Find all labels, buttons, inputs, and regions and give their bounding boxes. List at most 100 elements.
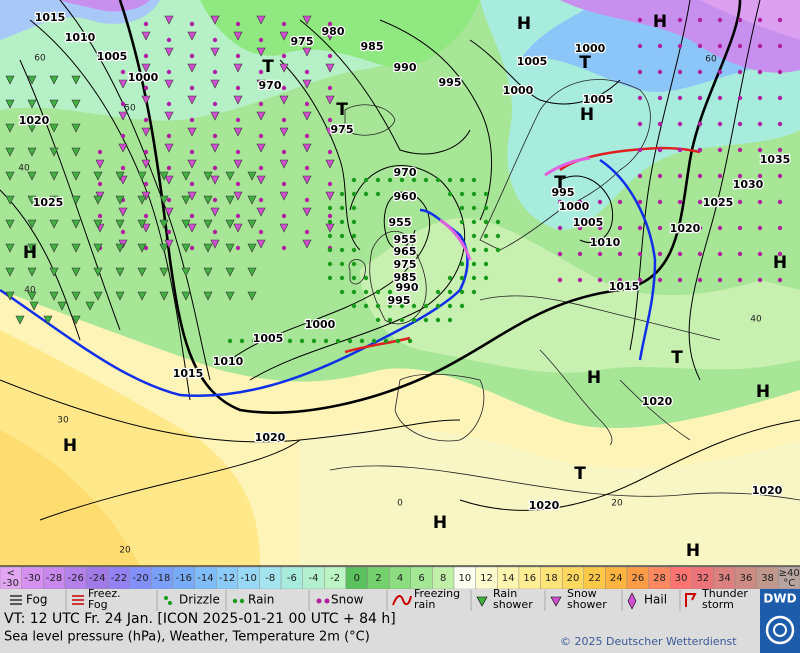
rain-symbol xyxy=(471,191,477,197)
isobar xyxy=(688,0,761,381)
footer-background xyxy=(0,612,760,653)
snow-symbol xyxy=(189,85,195,91)
snow-symbol xyxy=(677,251,683,257)
snow-symbol xyxy=(737,43,743,49)
isobar-label: 1005 xyxy=(253,332,284,345)
snow-symbol xyxy=(717,225,723,231)
shower-symbol xyxy=(187,95,197,105)
snow-symbol xyxy=(757,147,763,153)
snow-symbol xyxy=(657,251,663,257)
color-label: -2 xyxy=(330,573,340,584)
rain-symbol xyxy=(351,275,357,281)
shower-symbol xyxy=(256,111,266,121)
snow-symbol xyxy=(166,37,172,43)
rain-symbol xyxy=(483,233,489,239)
shower-symbol xyxy=(279,159,289,169)
isobar-label: 1010 xyxy=(213,355,244,368)
shower-symbol xyxy=(27,147,37,157)
snow-symbol xyxy=(777,277,783,283)
rain-symbol xyxy=(227,338,233,344)
rain-symbol xyxy=(351,205,357,211)
rain-symbol xyxy=(387,177,393,183)
snow-symbol xyxy=(737,173,743,179)
color-label: 22 xyxy=(588,573,601,584)
shower-symbol xyxy=(27,171,37,181)
isobar-label: 1020 xyxy=(752,484,783,497)
snow-symbol xyxy=(166,165,172,171)
rain-symbol xyxy=(395,338,401,344)
snow-symbol xyxy=(637,199,643,205)
rain-symbol xyxy=(483,261,489,267)
isobar-label: 1025 xyxy=(703,196,734,209)
isobar-label: 1005 xyxy=(97,50,128,63)
shower-symbol xyxy=(210,111,220,121)
shower-symbol xyxy=(302,239,312,249)
dwd-logo-mark xyxy=(773,623,787,637)
snow-symbol xyxy=(281,213,287,219)
shower-symbol xyxy=(203,171,213,181)
color-label: 18 xyxy=(545,573,558,584)
snow-symbol xyxy=(777,199,783,205)
color-label: 24 xyxy=(610,573,623,584)
snow-symbol xyxy=(166,197,172,203)
snow-symbol xyxy=(189,245,195,251)
shower-symbol xyxy=(164,175,174,185)
shower-symbol xyxy=(247,171,257,181)
rain-symbol xyxy=(471,177,477,183)
rain-symbol xyxy=(459,303,465,309)
snow-symbol xyxy=(304,197,310,203)
snow-symbol xyxy=(281,181,287,187)
snow-symbol xyxy=(557,277,563,283)
snow-symbol xyxy=(577,225,583,231)
rain-symbol xyxy=(327,275,333,281)
rain-symbol xyxy=(359,338,365,344)
snow-symbol xyxy=(327,53,333,59)
snow-symbol xyxy=(697,121,703,127)
shower-symbol xyxy=(302,175,312,185)
legend-icon xyxy=(239,598,245,604)
rain-symbol xyxy=(387,303,393,309)
isobar xyxy=(0,379,461,443)
snow-symbol xyxy=(212,229,218,235)
rain-symbol xyxy=(339,191,345,197)
shower-symbol xyxy=(118,111,128,121)
legend-icon xyxy=(392,595,412,606)
pressure-center: T xyxy=(336,100,348,120)
snow-symbol xyxy=(235,245,241,251)
shower-symbol xyxy=(247,195,257,205)
shower-symbol xyxy=(115,171,125,181)
shower-symbol xyxy=(5,219,15,229)
isobar-label: 995 xyxy=(388,294,411,307)
isobar-label: 990 xyxy=(396,281,419,294)
map: 1015101010051000975980985990995100010051… xyxy=(0,0,800,566)
isobar-label: 975 xyxy=(291,35,314,48)
snow-symbol xyxy=(737,225,743,231)
snow-symbol xyxy=(166,229,172,235)
shower-symbol xyxy=(71,123,81,133)
snow-symbol xyxy=(677,173,683,179)
shower-symbol xyxy=(27,219,37,229)
snow-symbol xyxy=(235,149,241,155)
temperature-label: 0 xyxy=(397,499,403,509)
shower-symbol xyxy=(159,195,169,205)
snow-symbol xyxy=(258,165,264,171)
shower-symbol xyxy=(141,31,151,41)
shower-symbol xyxy=(256,239,266,249)
shower-symbol xyxy=(187,31,197,41)
isobar-label: 1015 xyxy=(609,280,640,293)
color-label: -14 xyxy=(197,573,213,584)
shower-symbol xyxy=(247,219,257,229)
shower-symbol xyxy=(159,219,169,229)
shower-symbol xyxy=(159,267,169,277)
shower-symbol xyxy=(233,95,243,105)
rain-symbol xyxy=(339,205,345,211)
snow-symbol xyxy=(717,251,723,257)
isobar-label: 1000 xyxy=(503,84,534,97)
rain-symbol xyxy=(263,338,269,344)
shower-symbol xyxy=(279,31,289,41)
shower-symbol xyxy=(27,243,37,253)
shower-symbol xyxy=(118,79,128,89)
color-label: -28 xyxy=(46,573,62,584)
snow-symbol xyxy=(557,251,563,257)
color-label: 14 xyxy=(502,573,515,584)
